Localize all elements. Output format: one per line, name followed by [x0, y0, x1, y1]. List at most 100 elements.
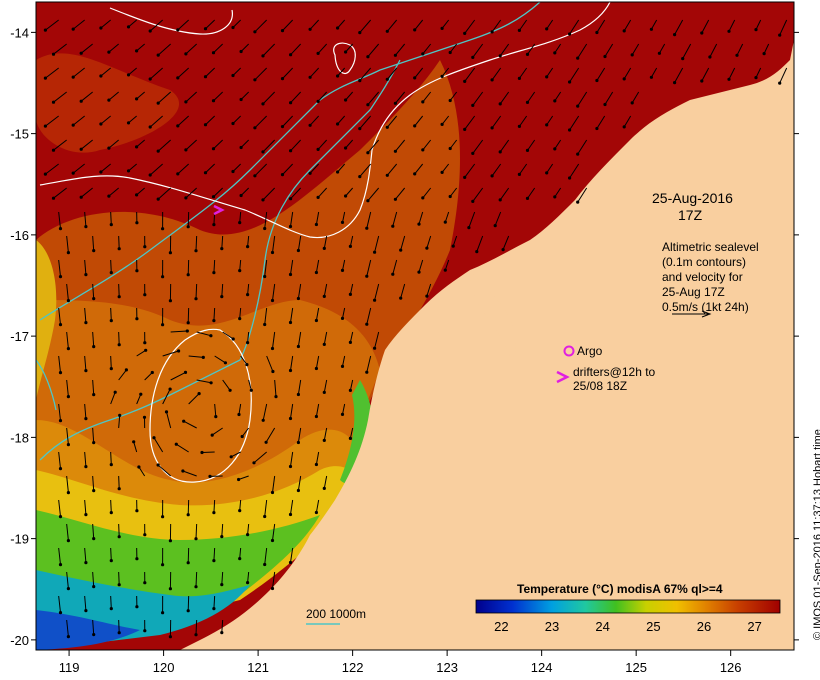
- velocity-arrow-head: [109, 223, 113, 227]
- velocity-arrow: [264, 307, 268, 325]
- velocity-arrow-head: [92, 345, 96, 349]
- velocity-arrow: [366, 355, 372, 373]
- velocity-arrow-head: [270, 586, 275, 591]
- argo-legend-symbol: [563, 345, 575, 357]
- velocity-arrow: [118, 415, 121, 429]
- velocity-arrow-head: [421, 148, 425, 152]
- velocity-arrow-head: [463, 127, 467, 131]
- velocity-arrow-head: [296, 248, 300, 253]
- velocity-arrow-head: [399, 296, 403, 300]
- velocity-arrow: [728, 67, 736, 80]
- velocity-arrow-head: [135, 509, 139, 513]
- velocity-arrow-head: [161, 515, 165, 519]
- velocity-arrow: [342, 307, 346, 319]
- velocity-arrow-head: [143, 341, 147, 345]
- velocity-arrow: [239, 499, 242, 511]
- velocity-arrow-head: [71, 123, 75, 127]
- velocity-arrow: [205, 115, 216, 126]
- velocity-arrow: [188, 393, 200, 405]
- velocity-arrow: [58, 595, 61, 613]
- velocity-arrow-head: [366, 103, 370, 107]
- velocity-arrow-head: [261, 54, 265, 58]
- velocity-arrow: [213, 547, 216, 561]
- velocity-arrow-head: [197, 392, 201, 396]
- velocity-arrow: [214, 403, 217, 417]
- lon-tick-label: 126: [720, 660, 742, 675]
- velocity-arrow-head: [211, 195, 216, 199]
- velocity-arrow-head: [132, 440, 136, 444]
- velocity-arrow-head: [270, 538, 275, 543]
- velocity-arrow-head: [545, 27, 549, 31]
- velocity-arrow-head: [176, 28, 180, 32]
- velocity-arrow: [323, 427, 328, 441]
- velocity-arrow: [623, 67, 632, 80]
- velocity-arrow-head: [150, 370, 154, 375]
- velocity-arrow: [108, 139, 119, 149]
- velocity-arrow-head: [84, 417, 88, 421]
- velocity-arrow: [108, 91, 119, 101]
- velocity-arrow-head: [231, 73, 235, 78]
- velocity-arrow: [577, 139, 588, 155]
- velocity-arrow: [491, 163, 502, 177]
- velocity-arrow-head: [288, 464, 293, 469]
- velocity-arrow: [367, 187, 380, 202]
- velocity-arrow-head: [249, 388, 253, 392]
- velocity-arrow: [518, 19, 528, 31]
- velocity-arrow: [196, 379, 212, 384]
- velocity-arrow: [309, 115, 320, 126]
- velocity-arrow: [546, 115, 554, 126]
- velocity-arrow-head: [253, 174, 257, 178]
- velocity-arrow: [349, 427, 354, 439]
- velocity-arrow-head: [568, 176, 572, 180]
- velocity-arrow-head: [568, 32, 572, 36]
- velocity-arrow: [136, 139, 145, 148]
- velocity-arrow: [177, 67, 190, 79]
- velocity-arrow-head: [498, 150, 502, 154]
- velocity-arrow-head: [58, 323, 63, 327]
- velocity-arrow-head: [143, 629, 147, 633]
- velocity-arrow-head: [463, 79, 467, 83]
- velocity-arrow-head: [263, 562, 267, 567]
- velocity-arrow: [650, 67, 658, 78]
- velocity-arrow: [392, 211, 398, 227]
- velocity-arrow: [149, 115, 163, 128]
- velocity-arrow: [631, 43, 640, 56]
- velocity-arrow: [468, 211, 476, 228]
- velocity-arrow: [58, 499, 61, 517]
- velocity-arrow-head: [425, 294, 429, 298]
- velocity-arrow-head: [66, 587, 70, 591]
- velocity-arrow: [395, 139, 406, 152]
- velocity-arrow: [317, 139, 328, 150]
- velocity-arrow: [386, 163, 398, 176]
- velocity-arrow-head: [493, 224, 497, 228]
- velocity-arrow-head: [358, 127, 362, 131]
- velocity-arrow: [472, 187, 484, 202]
- velocity-arrow: [359, 163, 372, 177]
- velocity-arrow-head: [421, 100, 425, 104]
- velocity-arrow: [232, 115, 242, 124]
- velocity-arrow: [149, 67, 163, 80]
- velocity-arrow-head: [288, 320, 293, 325]
- velocity-arrow-head: [595, 126, 599, 131]
- land-mass: [180, 40, 794, 650]
- velocity-arrow-head: [84, 225, 88, 229]
- velocity-arrow-head: [246, 581, 250, 585]
- velocity-arrow-head: [71, 171, 75, 175]
- velocity-arrow-head: [517, 28, 522, 32]
- velocity-arrow: [58, 259, 61, 277]
- velocity-arrow: [650, 19, 658, 30]
- velocity-arrow: [265, 427, 276, 443]
- velocity-arrow: [157, 43, 171, 56]
- velocity-arrow: [72, 163, 85, 174]
- velocity-arrow-head: [649, 27, 654, 31]
- velocity-arrow-head: [214, 415, 218, 419]
- velocity-arrow-head: [143, 533, 147, 537]
- velocity-arrow: [569, 163, 580, 179]
- velocity-arrow-head: [210, 433, 214, 437]
- velocity-arrow: [45, 19, 59, 31]
- velocity-arrow-head: [630, 101, 634, 105]
- velocity-arrow: [254, 67, 268, 81]
- velocity-arrow: [53, 43, 67, 55]
- velocity-arrow: [426, 283, 432, 297]
- velocity-arrow: [272, 235, 276, 253]
